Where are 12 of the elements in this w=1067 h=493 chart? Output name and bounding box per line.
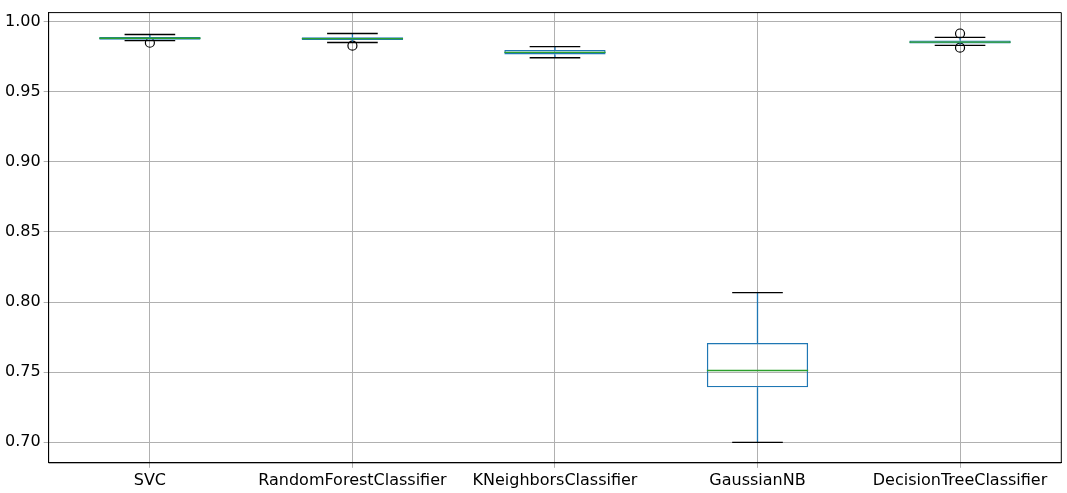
y-tick-label: 1.00	[5, 10, 41, 30]
y-tick-label: 0.70	[5, 431, 41, 451]
x-tick-label: KNeighborsClassifier	[472, 469, 638, 489]
x-tick-label: RandomForestClassifier	[258, 469, 448, 489]
x-tick-label: SVC	[133, 469, 167, 489]
x-tick-label: DecisionTreeClassifier	[872, 469, 1048, 489]
y-tick-label: 0.80	[5, 291, 41, 311]
y-tick-label: 0.75	[5, 361, 41, 381]
y-tick-label: 0.90	[5, 150, 41, 170]
y-tick-label: 0.85	[5, 221, 41, 241]
x-tick-label: GaussianNB	[709, 469, 806, 489]
y-tick-label: 0.95	[5, 80, 41, 100]
